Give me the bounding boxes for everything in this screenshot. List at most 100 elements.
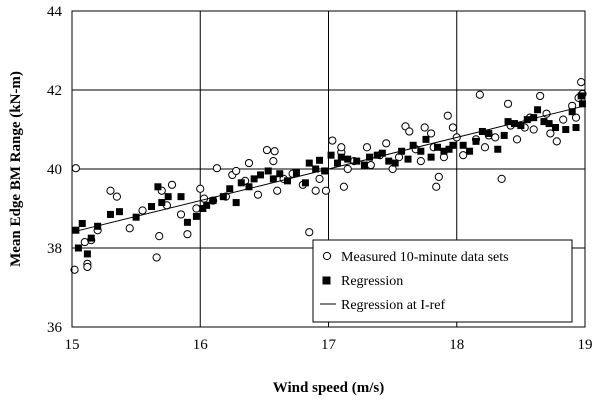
regression-point <box>385 157 393 165</box>
measured-point <box>491 133 500 142</box>
regression-point <box>199 205 207 212</box>
regression-point <box>552 124 560 132</box>
regression-point <box>203 201 211 209</box>
measured-series <box>70 78 587 274</box>
measured-point <box>512 135 522 144</box>
measured-point <box>503 99 513 108</box>
regression-point <box>545 120 553 128</box>
measured-point <box>232 166 241 176</box>
legend-iref-label: Regression at I-ref <box>341 298 446 313</box>
x-tick-label: 16 <box>193 337 209 353</box>
legend-box <box>312 239 573 323</box>
measured-point <box>459 151 468 160</box>
regression-point <box>327 151 335 159</box>
x-tick-label: 17 <box>321 337 337 353</box>
measured-point <box>497 174 506 183</box>
regression-point <box>344 155 352 163</box>
measured-point <box>70 265 79 274</box>
regression-point <box>74 244 82 252</box>
measured-point <box>536 91 545 101</box>
regression-point <box>132 213 140 221</box>
measured-point <box>212 164 222 173</box>
measured-point <box>269 157 278 166</box>
regression-point <box>219 193 227 201</box>
regression-point <box>530 114 538 122</box>
regression-point <box>540 118 548 126</box>
regression-point <box>250 175 258 183</box>
y-tick-label: 44 <box>47 4 63 20</box>
measured-point <box>112 192 121 201</box>
regression-point <box>366 153 374 161</box>
measured-point <box>475 90 484 99</box>
regression-point <box>301 179 309 187</box>
regression-point <box>283 177 291 185</box>
measured-point <box>339 182 348 191</box>
measured-point <box>420 123 429 132</box>
measured-point <box>106 186 115 195</box>
regression-point <box>106 210 114 218</box>
measured-point <box>343 164 352 174</box>
measured-point <box>448 123 458 132</box>
regression-point <box>78 220 86 228</box>
measured-point <box>315 174 324 183</box>
regression-point <box>534 106 542 114</box>
regression-point <box>427 153 435 161</box>
regression-point <box>445 145 453 153</box>
measured-point <box>577 78 586 87</box>
y-tick-label: 36 <box>47 320 63 336</box>
regression-point <box>373 151 381 159</box>
x-tick-label: 15 <box>65 337 80 353</box>
plot-frame <box>71 10 586 328</box>
regression-point <box>209 197 217 205</box>
regression-point <box>417 147 425 155</box>
y-tick-label: 42 <box>47 83 62 99</box>
regression-point <box>572 124 580 132</box>
legend-regression-marker <box>322 276 331 285</box>
iref-line-series <box>71 105 586 233</box>
regression-point <box>83 250 91 258</box>
measured-point <box>382 139 391 148</box>
measured-point <box>196 184 205 193</box>
regression-point <box>404 155 412 163</box>
measured-point <box>328 136 337 145</box>
measured-point <box>253 190 263 199</box>
regression-point <box>568 108 576 116</box>
measured-point <box>273 186 282 195</box>
regression-point <box>87 234 95 242</box>
regression-point <box>409 141 417 149</box>
regression-point <box>264 167 272 175</box>
regression-point <box>504 118 512 126</box>
measured-point <box>125 224 134 233</box>
regression-point <box>321 167 329 175</box>
measured-point <box>480 143 490 152</box>
regression-point <box>177 193 185 201</box>
regression-series <box>72 92 586 258</box>
measured-point <box>311 186 320 195</box>
y-tick-label: 38 <box>47 241 62 257</box>
measured-point <box>192 204 201 213</box>
regression-point <box>517 122 525 130</box>
measured-point <box>443 111 452 120</box>
legend-regression-label: Regression <box>341 274 403 289</box>
regression-point <box>578 100 586 108</box>
measured-point <box>362 143 372 152</box>
measured-point <box>405 127 414 136</box>
regression-point <box>360 161 368 169</box>
measured-point <box>83 262 92 272</box>
regression-point <box>158 199 166 207</box>
regression-point <box>305 159 313 167</box>
measured-point <box>337 143 346 152</box>
regression-point <box>257 171 265 179</box>
legend-measured-label: Measured 10-minute data sets <box>341 250 509 265</box>
measured-point <box>427 129 436 138</box>
regression-point <box>183 218 191 226</box>
regression-point <box>333 159 341 167</box>
regression-point <box>292 169 300 177</box>
x-tick-label: 19 <box>578 337 593 353</box>
y-axis-title: Mean Edge BM Range (kN-m) <box>8 71 24 267</box>
measured-point <box>176 210 186 219</box>
regression-point <box>337 153 345 161</box>
measured-point <box>152 253 161 262</box>
regression-point <box>434 143 442 151</box>
